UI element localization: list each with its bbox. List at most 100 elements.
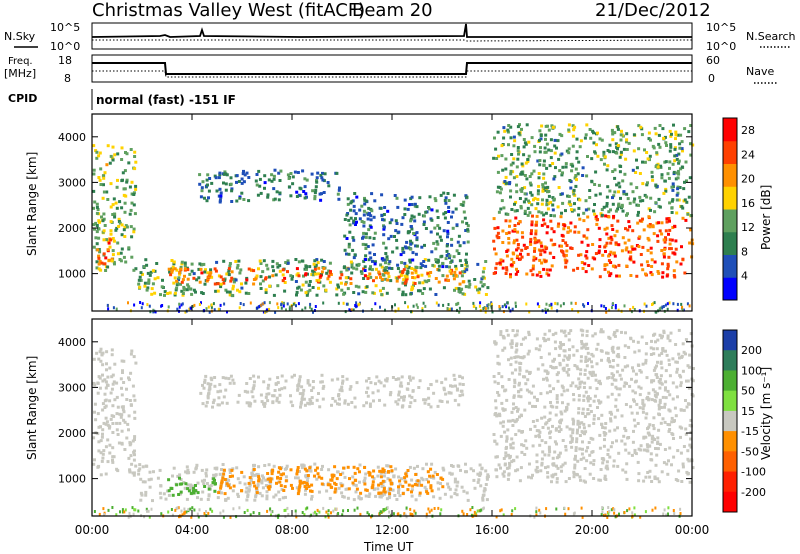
power-cell-533 (235, 266, 239, 270)
velocity-cell-32 (101, 373, 104, 377)
velocity-cell-496 (303, 492, 307, 496)
velocity-cell-519 (256, 484, 260, 488)
velocity-cell-151 (130, 349, 134, 353)
power-cell-2077 (572, 188, 576, 192)
power-cell-1103 (446, 229, 450, 233)
power-cell-1529 (549, 238, 553, 242)
velocity-cell-691 (430, 489, 434, 493)
power-cell-1253 (561, 239, 565, 242)
velocity-cell-778 (248, 476, 252, 480)
power-cell-1519 (629, 250, 633, 254)
velocity-cell-802 (310, 396, 314, 400)
velocity-cell-368 (144, 490, 148, 494)
power-cell-696 (395, 279, 399, 283)
power-cell-680 (318, 275, 322, 279)
velocity-cell-1093 (686, 449, 690, 453)
power-cell-1831 (646, 181, 649, 185)
power-cell-316 (454, 286, 458, 290)
velocity-cell-1434 (591, 437, 595, 441)
velocity-cell-890 (237, 393, 241, 397)
velocity-cell-83 (125, 398, 129, 401)
power-cell-1378 (584, 254, 588, 258)
velocity-cell-123 (105, 368, 108, 372)
power-cell-1446 (563, 224, 567, 228)
power-clutter-5 (479, 308, 482, 312)
power-cell-899 (371, 259, 374, 263)
velocity-cell-200 (236, 492, 240, 496)
power-clutter-245 (292, 302, 295, 306)
power-cell-1954 (661, 127, 665, 131)
power-cell-281 (315, 293, 319, 297)
velocity-cell-553 (285, 466, 288, 470)
velocity-cell-1890 (566, 388, 570, 392)
power-cell-2007 (515, 209, 519, 213)
velocity-cell-793 (257, 375, 260, 379)
velocity-clutter-149 (301, 511, 304, 514)
velocity-cell-1684 (558, 363, 562, 367)
power-cell-86 (95, 242, 99, 246)
velocity-cell-1582 (629, 336, 633, 340)
velocity-cell-1356 (556, 466, 560, 470)
power-clutter-106 (176, 307, 179, 311)
velocity-cell-644 (371, 475, 374, 479)
velocity-cell-460 (156, 476, 160, 480)
velocity-cell-564 (400, 477, 403, 481)
velocity-cell-855 (297, 382, 301, 386)
power-cell-834 (337, 197, 341, 201)
power-cell-296 (188, 272, 192, 276)
power-cell-1367 (496, 231, 500, 235)
velocity-cell-189 (202, 482, 206, 486)
velocity-cell-852 (406, 382, 410, 386)
power-clutter-60 (107, 307, 110, 311)
power-cell-1047 (415, 231, 419, 235)
velocity-cell-413 (455, 493, 459, 497)
velocity-cell-577 (177, 493, 181, 496)
power-cell-211 (442, 286, 446, 290)
power-cell-88 (103, 224, 107, 227)
power-cell-520 (247, 292, 251, 295)
power-clutter-210 (681, 308, 684, 312)
velocity-cell-887 (278, 388, 281, 392)
velocity-cell-1667 (610, 372, 614, 376)
velocity-cell-911 (338, 388, 342, 392)
velocity-cell-647 (379, 481, 383, 485)
power-clutter-207 (154, 310, 157, 314)
power-cell-375 (166, 292, 170, 295)
velocity-cell-1295 (648, 423, 652, 427)
velocity-cell-1445 (670, 432, 674, 436)
velocity-cell-899 (218, 383, 222, 387)
velocity-clutter-50 (327, 515, 330, 519)
power-cell-454 (308, 288, 312, 292)
power-clutter-200 (309, 302, 312, 306)
velocity-clutter-17 (511, 509, 514, 513)
velocity-cell-908 (283, 386, 287, 390)
power-clutter-165 (310, 307, 313, 311)
velocity-cell-1027 (251, 395, 255, 399)
velocity-cell-1180 (583, 432, 586, 436)
velocity-cell-1802 (494, 412, 498, 415)
power-cell-1031 (382, 213, 386, 216)
velocity-cell-1109 (642, 479, 646, 483)
power-cell-69 (108, 245, 112, 249)
velocity-cell-525 (446, 482, 450, 486)
power-cell-1180 (465, 221, 469, 225)
power-cell-1581 (497, 154, 500, 158)
power-cell-1602 (677, 152, 681, 156)
velocity-cell-1763 (523, 408, 527, 412)
power-cell-1216 (656, 239, 660, 243)
velocity-cell-1302 (605, 464, 609, 468)
velocity-cell-1914 (666, 334, 670, 338)
velocity-cell-541 (148, 470, 152, 474)
power-cell-258 (224, 288, 228, 292)
power-cell-1490 (534, 229, 538, 233)
power-cell-1472 (609, 241, 613, 245)
power-cell-1516 (650, 273, 654, 277)
velocity-cell-850 (461, 383, 465, 386)
velocity-cell-851 (457, 403, 461, 407)
power-cell-981 (345, 268, 349, 272)
velocity-clutter-65 (180, 509, 183, 513)
velocity-cell-486 (310, 497, 313, 501)
velocity-cell-1019 (341, 375, 345, 379)
power-cell-36 (120, 158, 124, 161)
